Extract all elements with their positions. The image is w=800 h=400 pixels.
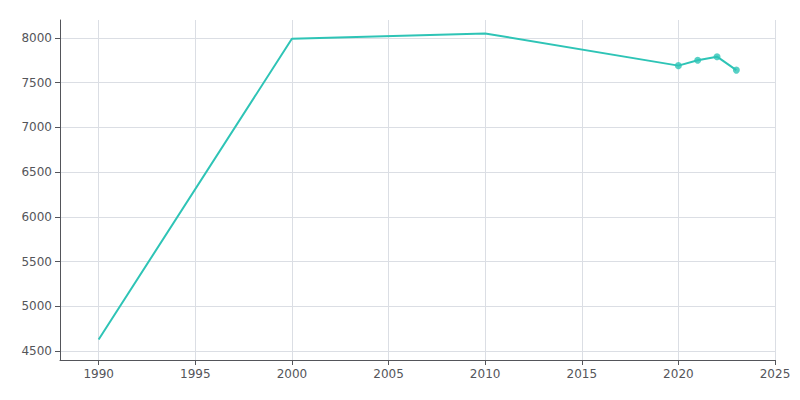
svg-text:1995: 1995 [180,367,211,381]
svg-text:2025: 2025 [760,367,791,381]
svg-text:2010: 2010 [470,367,501,381]
svg-text:2000: 2000 [277,367,308,381]
svg-text:8000: 8000 [21,31,52,45]
svg-text:5500: 5500 [21,255,52,269]
svg-text:7500: 7500 [21,76,52,90]
svg-text:7000: 7000 [21,120,52,134]
svg-text:1990: 1990 [83,367,114,381]
svg-text:2020: 2020 [663,367,694,381]
svg-text:6500: 6500 [21,165,52,179]
svg-text:5000: 5000 [21,299,52,313]
svg-text:2015: 2015 [566,367,597,381]
svg-text:2005: 2005 [373,367,404,381]
svg-text:6000: 6000 [21,210,52,224]
svg-text:4500: 4500 [21,344,52,358]
